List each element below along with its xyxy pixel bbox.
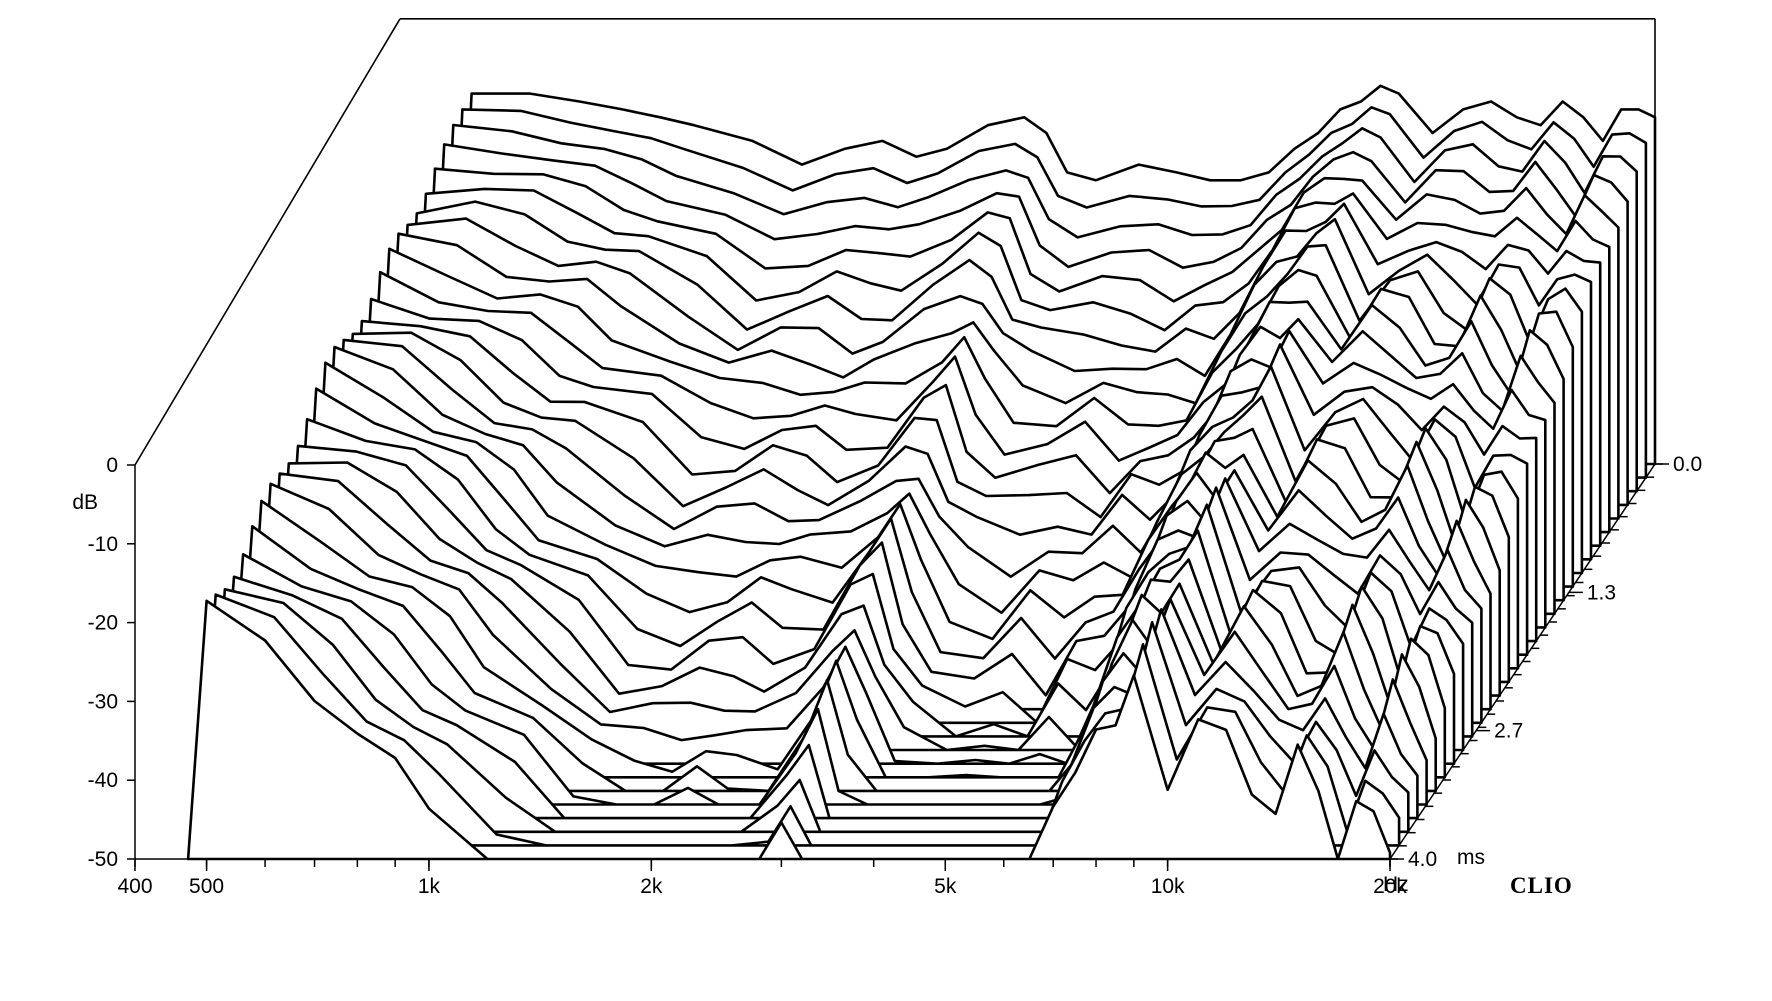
x-axis-unit: Hz (1383, 873, 1409, 896)
x-tick-label: 10k (1151, 875, 1185, 898)
y-tick-label: -10 (88, 533, 118, 556)
y-tick-label: -40 (88, 769, 118, 792)
y-tick-label: -30 (88, 690, 118, 713)
time-tick-label: 2.7 (1494, 720, 1523, 743)
time-tick-label: 0.0 (1673, 453, 1702, 476)
clio-brand: CLIO (1510, 873, 1573, 898)
y-tick-label: -20 (88, 612, 118, 635)
x-tick-label: 20k (1373, 875, 1407, 898)
y-tick-label: 0 (106, 454, 118, 477)
frame-edge-left (134, 18, 401, 466)
y-tick-label: -50 (88, 848, 118, 871)
x-tick-label: 500 (189, 875, 224, 898)
x-tick-label: 400 (117, 875, 152, 898)
x-axis: 400 500 1k 2k 5k 10k 20k (117, 858, 1407, 898)
time-axis-unit: ms (1457, 846, 1485, 869)
time-tick-label: 1.3 (1587, 581, 1616, 604)
y-axis-label: dB (72, 491, 98, 514)
x-tick-label: 1k (418, 875, 441, 898)
decay-slices (186, 84, 1657, 861)
time-axis: 0.0 1.3 2.7 4.0 (1389, 453, 1702, 871)
x-tick-label: 2k (640, 875, 663, 898)
x-tick-label: 5k (934, 875, 957, 898)
y-axis: 0 -10 -20 -30 -40 -50 (88, 454, 136, 871)
time-tick-label: 4.0 (1408, 848, 1437, 871)
axes: 0 -10 -20 -30 -40 -50 400 500 1k 2k 5k 10k 20k 0.0 1… (88, 453, 1703, 898)
